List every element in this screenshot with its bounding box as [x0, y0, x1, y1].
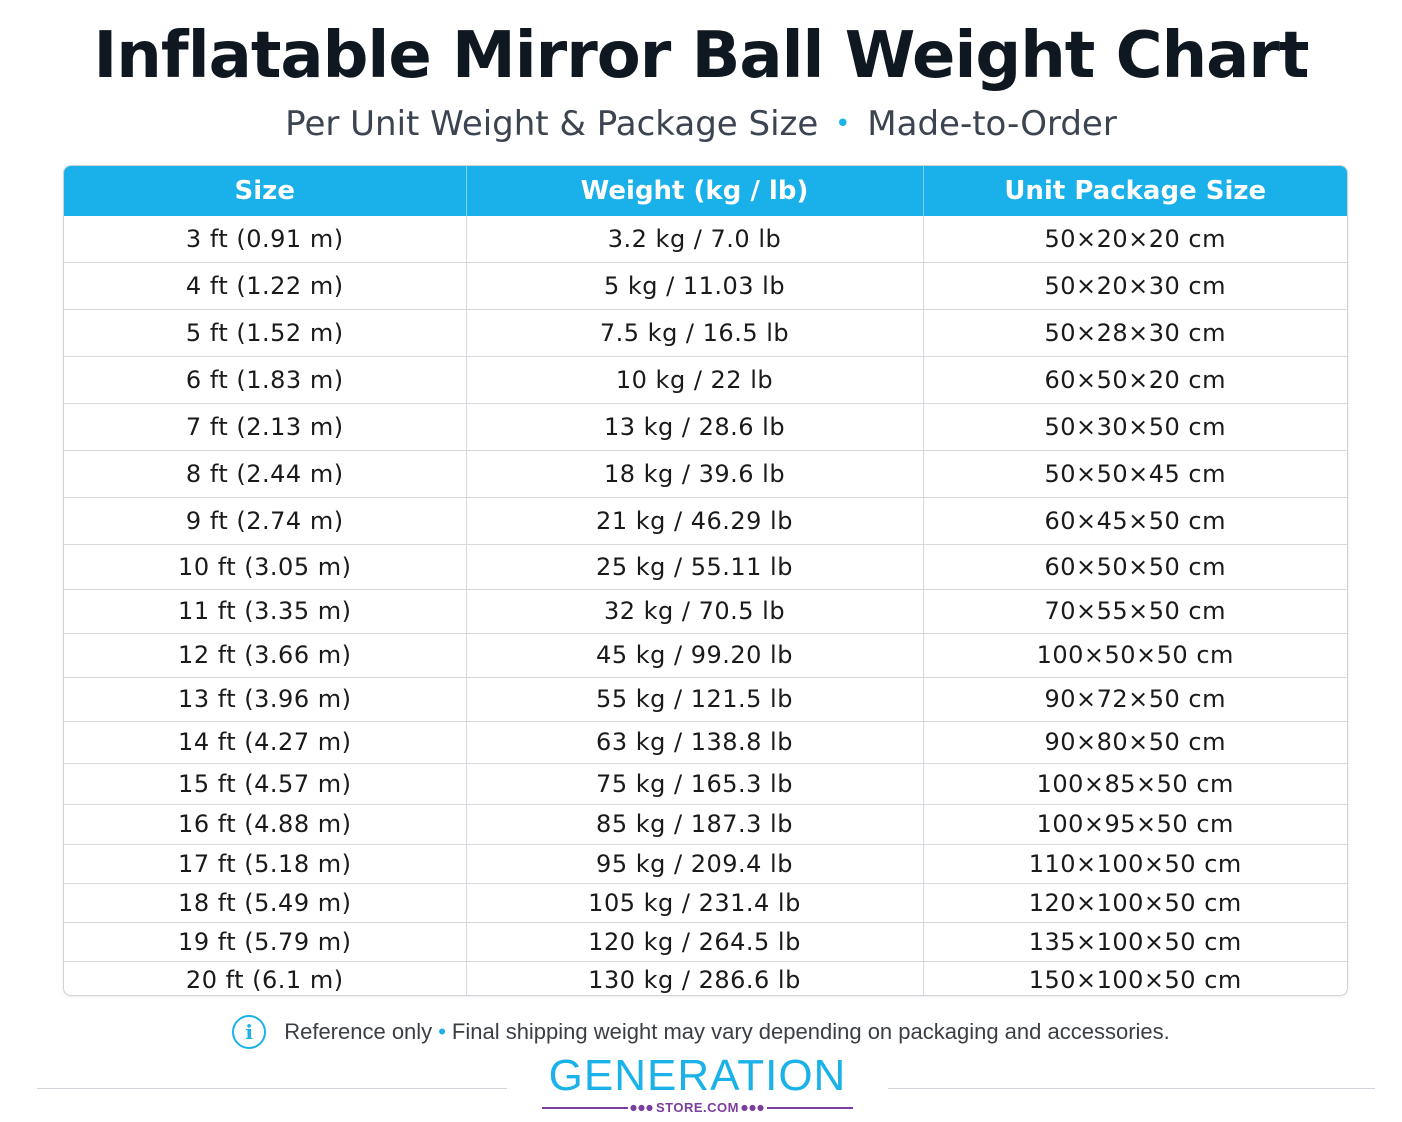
cell-package-size: 50×30×50 cm [923, 402, 1347, 450]
page-title: Inflatable Mirror Ball Weight Chart [93, 19, 1309, 93]
table-row: 14 ft (4.27 m) 63 kg / 138.8 lb 90×80×50 c… [64, 720, 1347, 763]
cell-size: 7 ft (2.13 m) [64, 402, 467, 450]
cell-size: 12 ft (3.66 m) [64, 632, 467, 677]
cell-package-size: 60×50×50 cm [923, 543, 1347, 589]
subtitle-separator: • [835, 109, 851, 139]
subtitle-left: Per Unit Weight & Package Size [285, 104, 819, 144]
footer-divider-right [888, 1088, 1375, 1089]
cell-size: 13 ft (3.96 m) [64, 676, 467, 721]
logo-dots-left: ●●● [630, 1103, 654, 1112]
table-row: 3 ft (0.91 m) 3.2 kg / 7.0 lb 50×20×20 cm [64, 216, 1347, 262]
cell-weight: 45 kg / 99.20 lb [466, 632, 924, 677]
cell-weight: 32 kg / 70.5 lb [466, 588, 924, 633]
cell-weight: 95 kg / 209.4 lb [466, 843, 924, 883]
column-header-package-size: Unit Package Size [923, 166, 1347, 216]
cell-weight: 120 kg / 264.5 lb [466, 921, 924, 961]
logo-wordmark: GENERATION [548, 1051, 847, 1100]
cell-weight: 21 kg / 46.29 lb [466, 496, 924, 544]
cell-size: 15 ft (4.57 m) [64, 762, 467, 804]
table-row: 15 ft (4.57 m) 75 kg / 165.3 lb 100×85×50 … [64, 762, 1347, 804]
note-right: Final shipping weight may vary depending… [451, 1019, 1170, 1044]
cell-size: 5 ft (1.52 m) [64, 308, 467, 356]
table-row: 8 ft (2.44 m) 18 kg / 39.6 lb 50×50×45 cm [64, 449, 1347, 497]
cell-size: 9 ft (2.74 m) [64, 496, 467, 544]
subtitle-right: Made-to-Order [867, 104, 1117, 144]
cell-package-size: 100×95×50 cm [923, 803, 1347, 844]
footer-divider-left [37, 1088, 507, 1089]
cell-package-size: 50×20×20 cm [1044, 224, 1227, 253]
table-row: 19 ft (5.79 m) 120 kg / 264.5 lb 135×100×5… [64, 921, 1347, 961]
cell-size: 11 ft (3.35 m) [64, 588, 467, 633]
cell-package-size: 90×72×50 cm [923, 676, 1347, 721]
cell-size: 14 ft (4.27 m) [64, 720, 467, 763]
cell-size: 19 ft (5.79 m) [64, 921, 467, 961]
logo-store-text: STORE.COM [656, 1100, 739, 1115]
note-left: Reference only [284, 1019, 433, 1044]
cell-weight: 130 kg / 286.6 lb [466, 960, 924, 995]
logo-line-right [766, 1106, 853, 1109]
cell-package-size: 150×100×50 cm [923, 960, 1347, 995]
cell-package-size: 120×100×50 cm [923, 882, 1347, 922]
cell-size: 20 ft (6.1 m) [64, 960, 467, 995]
column-header-weight: Weight (kg / lb) [466, 166, 924, 216]
table-row: 16 ft (4.88 m) 85 kg / 187.3 lb 100×95×50 … [64, 803, 1347, 844]
table-row: 18 ft (5.49 m) 105 kg / 231.4 lb 120×100×5… [64, 882, 1347, 922]
cell-package-size: 50×28×30 cm [923, 308, 1347, 356]
weight-table: Size Weight (kg / lb) Unit Package Size … [63, 165, 1348, 996]
cell-size: 3 ft (0.91 m) [64, 216, 467, 262]
cell-weight: 13 kg / 28.6 lb [466, 402, 924, 450]
logo-subline: ●●● STORE.COM ●●● [525, 1100, 870, 1115]
cell-package-size: 50×20×30 cm [923, 261, 1347, 309]
cell-package-size: 60×45×50 cm [923, 496, 1347, 544]
cell-weight: 5 kg / 11.03 lb [466, 261, 924, 309]
cell-package-size: 90×80×50 cm [923, 720, 1347, 763]
cell-package-size: 70×55×50 cm [923, 588, 1347, 633]
cell-size: 10 ft (3.05 m) [64, 543, 467, 589]
table-body: 3 ft (0.91 m) 3.2 kg / 7.0 lb 50×20×20 cm 4… [64, 216, 1347, 995]
table-row: 17 ft (5.18 m) 95 kg / 209.4 lb 110×100×50… [64, 843, 1347, 883]
table-row: 10 ft (3.05 m) 25 kg / 55.11 lb 60×50×50 c… [64, 543, 1347, 589]
cell-size: 6 ft (1.83 m) [64, 355, 467, 403]
cell-weight: 105 kg / 231.4 lb [466, 882, 924, 922]
cell-package-size: 100×50×50 cm [923, 632, 1347, 677]
cell-weight: 75 kg / 165.3 lb [466, 762, 924, 804]
table-header-row: Size Weight (kg / lb) Unit Package Size [64, 166, 1347, 216]
cell-size: 18 ft (5.49 m) [64, 882, 467, 922]
cell-weight: 85 kg / 187.3 lb [466, 803, 924, 844]
cell-package-size: 50×50×45 cm [923, 449, 1347, 497]
note-separator: • [438, 1019, 446, 1044]
cell-weight: 55 kg / 121.5 lb [466, 676, 924, 721]
cell-size: 8 ft (2.44 m) [64, 449, 467, 497]
cell-weight: 7.5 kg / 16.5 lb [466, 308, 924, 356]
table-row: 4 ft (1.22 m) 5 kg / 11.03 lb 50×20×30 cm [64, 261, 1347, 309]
info-icon: i [232, 1015, 267, 1049]
table-row: 20 ft (6.1 m) 130 kg / 286.6 lb 150×100×50… [64, 960, 1347, 995]
reference-note: i Reference only • Final shipping weight… [0, 1012, 1402, 1052]
table-row: 13 ft (3.96 m) 55 kg / 121.5 lb 90×72×50 c… [64, 676, 1347, 721]
table-row: 7 ft (2.13 m) 13 kg / 28.6 lb 50×30×50 cm [64, 402, 1347, 450]
cell-weight: 25 kg / 55.11 lb [466, 543, 924, 589]
cell-size: 16 ft (4.88 m) [64, 803, 467, 844]
cell-size: 4 ft (1.22 m) [64, 261, 467, 309]
weight-table-grid: Size Weight (kg / lb) Unit Package Size … [64, 166, 1347, 995]
brand-logo: GENERATION ●●● STORE.COM ●●● [525, 1052, 870, 1118]
cell-weight: 10 kg / 22 lb [466, 355, 924, 403]
table-row: 6 ft (1.83 m) 10 kg / 22 lb 60×50×20 cm [64, 355, 1347, 403]
cell-package-size: 60×50×20 cm [923, 355, 1347, 403]
cell-package-size: 135×100×50 cm [923, 921, 1347, 961]
cell-weight: 3.2 kg / 7.0 lb [466, 216, 924, 262]
logo-dots-right: ●●● [741, 1103, 765, 1112]
cell-package-size: 110×100×50 cm [923, 843, 1347, 883]
table-row: 5 ft (1.52 m) 7.5 kg / 16.5 lb 50×28×30 cm [64, 308, 1347, 356]
cell-weight: 18 kg / 39.6 lb [466, 449, 924, 497]
cell-weight: 63 kg / 138.8 lb [466, 720, 924, 763]
table-row: 9 ft (2.74 m) 21 kg / 46.29 lb 60×45×50 cm [64, 496, 1347, 544]
table-row: 12 ft (3.66 m) 45 kg / 99.20 lb 100×50×50 … [64, 632, 1347, 677]
table-row: 11 ft (3.35 m) 32 kg / 70.5 lb 70×55×50 cm [64, 588, 1347, 633]
logo-line-left [542, 1106, 629, 1109]
page-subtitle: Per Unit Weight & Package Size • Made-to… [0, 100, 1402, 151]
column-header-size: Size [64, 166, 467, 216]
cell-package-size: 100×85×50 cm [923, 762, 1347, 804]
cell-size: 17 ft (5.18 m) [64, 843, 467, 883]
